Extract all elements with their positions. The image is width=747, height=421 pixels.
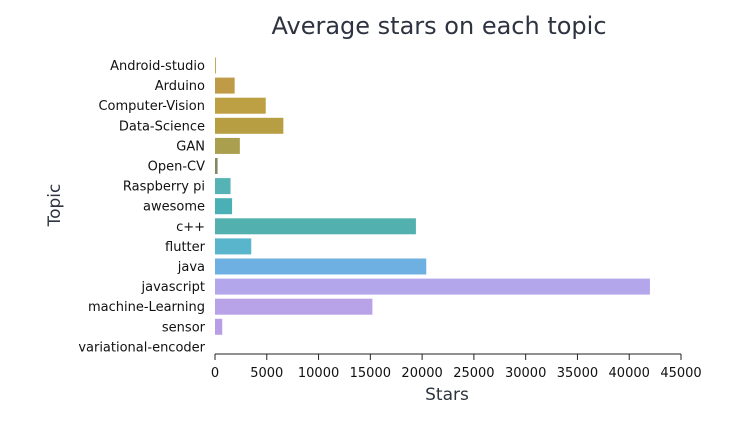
y-tick-label: Open-CV bbox=[148, 160, 205, 175]
bar-awesome bbox=[215, 198, 233, 215]
chart-title: Average stars on each topic bbox=[271, 12, 606, 40]
bar-flutter bbox=[215, 238, 252, 255]
y-tick-label: c++ bbox=[176, 220, 205, 235]
bar-open-cv bbox=[215, 158, 218, 174]
bar-machine-learning bbox=[215, 298, 373, 315]
y-tick-label: GAN bbox=[176, 139, 205, 154]
y-tick-label: Data-Science bbox=[119, 119, 205, 134]
y-tick-label: Arduino bbox=[155, 79, 205, 94]
x-tick-label: 5000 bbox=[250, 366, 283, 381]
x-tick-label: 45000 bbox=[660, 366, 701, 381]
bar-sensor bbox=[215, 318, 223, 335]
y-tick-label: Computer-Vision bbox=[98, 99, 205, 114]
bar-computer-vision bbox=[215, 97, 266, 114]
y-tick-label: machine-Learning bbox=[88, 300, 205, 315]
x-tick-label: 10000 bbox=[298, 366, 339, 381]
x-tick-label: 0 bbox=[211, 366, 219, 381]
x-tick-label: 15000 bbox=[350, 366, 391, 381]
x-tick-label: 35000 bbox=[557, 366, 598, 381]
bar-javascript bbox=[215, 278, 650, 295]
y-tick-label: Raspberry pi bbox=[123, 180, 205, 195]
y-tick-label: sensor bbox=[162, 320, 206, 335]
y-tick-label: java bbox=[177, 260, 205, 275]
x-tick-label: 25000 bbox=[453, 366, 494, 381]
bar-java bbox=[215, 258, 427, 275]
bar-arduino bbox=[215, 77, 235, 94]
bar-c bbox=[215, 218, 416, 235]
y-tick-label: awesome bbox=[143, 200, 205, 215]
x-tick-label: 40000 bbox=[609, 366, 650, 381]
y-axis-label: Topic bbox=[45, 184, 65, 228]
bar-data-science bbox=[215, 117, 284, 134]
axes-layer: Android-studio Arduino Computer-Vision Data… bbox=[78, 59, 701, 381]
x-axis-label: Stars bbox=[425, 385, 469, 405]
y-tick-label: variational-encoder bbox=[78, 340, 205, 355]
x-tick-label: 30000 bbox=[505, 366, 546, 381]
x-tick-label: 20000 bbox=[401, 366, 442, 381]
y-tick-label: javascript bbox=[141, 280, 205, 295]
bar-raspberry-pi bbox=[215, 178, 231, 195]
bar-gan bbox=[215, 137, 240, 154]
y-tick-label: Android-studio bbox=[110, 59, 205, 74]
bar-android-studio bbox=[215, 57, 217, 74]
y-tick-label: flutter bbox=[165, 240, 206, 255]
bars-layer bbox=[215, 57, 650, 335]
